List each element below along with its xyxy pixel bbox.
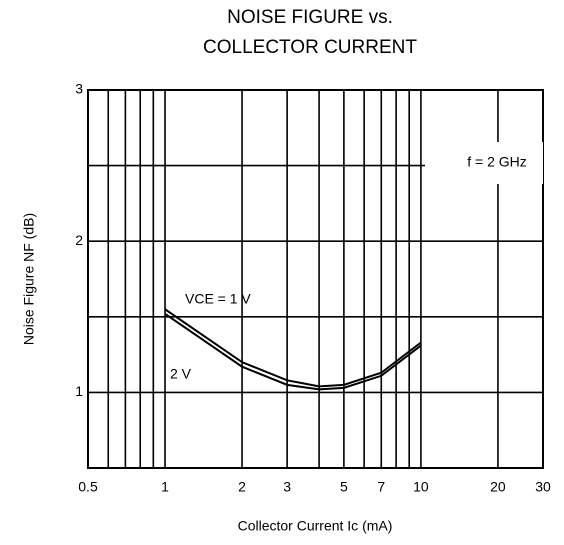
x-tick-label: 10 xyxy=(413,479,429,495)
x-tick-label: 7 xyxy=(377,479,385,495)
plot-frame xyxy=(87,89,544,469)
line-series xyxy=(164,308,422,388)
x-tick-label: 30 xyxy=(535,479,551,495)
x-axis-label: Collector Current Ic (mA) xyxy=(238,518,393,534)
y-tick-label: 1 xyxy=(75,383,83,399)
chart-title: NOISE FIGURE vs. xyxy=(227,7,393,28)
y-tick-label: 3 xyxy=(75,81,83,97)
y-axis-label: Noise Figure NF (dB) xyxy=(21,213,37,345)
x-tick-label: 20 xyxy=(490,479,506,495)
x-tick-label: 3 xyxy=(283,479,291,495)
line-series xyxy=(164,312,422,391)
series-label: VCE = 1 V xyxy=(185,291,251,307)
x-tick-label: 5 xyxy=(340,479,348,495)
annotation: f = 2 GHz xyxy=(467,154,527,170)
x-tick-label: 1 xyxy=(161,479,169,495)
chart-title: COLLECTOR CURRENT xyxy=(203,37,417,58)
annotation-box xyxy=(425,142,543,184)
x-tick-label: 0.5 xyxy=(78,479,98,495)
series-label: 2 V xyxy=(170,366,192,382)
y-tick-label: 2 xyxy=(75,232,83,248)
x-tick-label: 2 xyxy=(238,479,246,495)
